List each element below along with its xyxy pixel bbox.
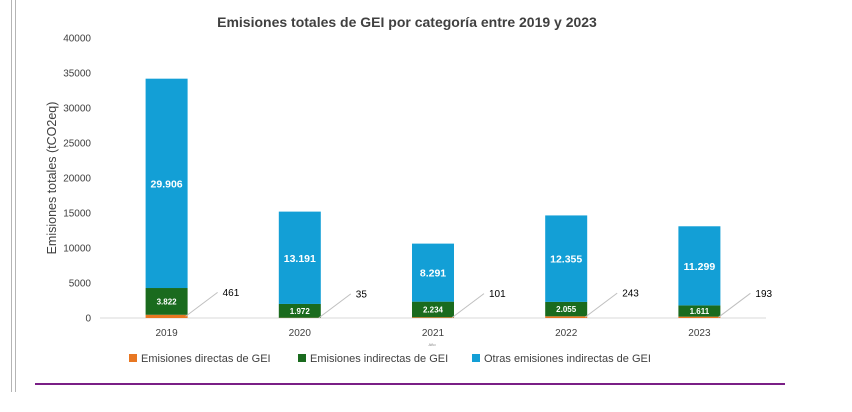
legend-swatch xyxy=(298,354,306,362)
callout-label: 461 xyxy=(223,288,240,299)
legend-label: Emisiones indirectas de GEI xyxy=(310,353,448,365)
legend-item-indirect: Emisiones indirectas de GEI xyxy=(298,353,448,365)
x-tick-label: 2023 xyxy=(688,328,711,339)
x-tick-label: 2021 xyxy=(422,328,445,339)
x-tick-label: 2020 xyxy=(289,328,312,339)
bar-data-label: 1.611 xyxy=(690,307,710,316)
bar-data-label: 12.355 xyxy=(550,254,582,266)
y-tick-label: 10000 xyxy=(63,244,91,255)
bar-labels-group: 3.822 29.906 1.972 13.191 2.234 8.291 2.055 12.… xyxy=(151,178,716,316)
bar-data-label: 29.906 xyxy=(151,178,183,190)
bar-segment-other xyxy=(278,211,321,304)
y-tick-label: 15000 xyxy=(63,209,91,220)
callouts-group: 461 35 101 243 193 xyxy=(185,288,773,319)
bar-data-label: 3.822 xyxy=(157,297,178,306)
bar-data-label: 13.191 xyxy=(284,253,316,265)
legend-item-direct: Emisiones directas de GEI xyxy=(129,353,271,365)
bottom-divider xyxy=(35,383,785,385)
bar-segment-other xyxy=(412,243,454,302)
callout-leader-line xyxy=(185,291,218,317)
page-left-rule xyxy=(11,0,16,392)
bar-data-label: 1.972 xyxy=(290,307,311,316)
callout-label: 35 xyxy=(356,289,368,300)
callout-leader-line xyxy=(584,292,618,318)
x-axis-ticks: 2019 2020 2021 2022 2023 xyxy=(155,328,710,339)
bars-group xyxy=(145,78,721,318)
chart-title: Emisiones totales de GEI por categoría e… xyxy=(217,14,597,30)
legend-swatch xyxy=(129,354,137,362)
y-axis-ticks: 0 5000 10000 15000 20000 25000 30000 35000 40000 xyxy=(63,34,91,325)
y-tick-label: 25000 xyxy=(63,139,91,150)
bar-segment-direct xyxy=(145,314,188,318)
x-tick-label: 2019 xyxy=(155,328,178,339)
y-tick-label: 35000 xyxy=(63,69,91,80)
y-tick-label: 0 xyxy=(85,314,91,325)
y-tick-label: 20000 xyxy=(63,174,91,185)
y-axis-label: Emisiones totales (tCO2eq) xyxy=(45,102,59,255)
y-tick-label: 5000 xyxy=(69,279,92,290)
callout-label: 243 xyxy=(622,289,639,300)
bar-segment-direct xyxy=(678,316,721,318)
x-tick-label: 2022 xyxy=(555,328,578,339)
legend-item-other: Otras emisiones indirectas de GEI xyxy=(472,353,651,365)
callout-leader-line xyxy=(718,292,751,318)
callout-label: 101 xyxy=(489,289,506,300)
legend-label: Emisiones directas de GEI xyxy=(141,353,271,365)
bar-segment-other xyxy=(145,78,188,289)
legend-label: Otras emisiones indirectas de GEI xyxy=(484,353,651,365)
bar-data-label: 11.299 xyxy=(684,261,716,273)
bar-segment-indirect xyxy=(678,305,721,317)
y-tick-label: 30000 xyxy=(63,104,91,115)
bar-segment-direct xyxy=(545,316,588,318)
legend: Emisiones directas de GEI Emisiones indir… xyxy=(129,353,651,365)
bar-segment-direct xyxy=(412,317,454,318)
bar-segment-indirect xyxy=(145,288,188,315)
callout-leader-line xyxy=(318,293,352,319)
bar-segment-other xyxy=(678,226,721,306)
legend-swatch xyxy=(472,354,480,362)
bar-segment-other xyxy=(545,215,588,302)
bar-segment-indirect xyxy=(278,303,321,318)
bar-data-label: 2.234 xyxy=(423,305,444,314)
bar-data-label: 8.291 xyxy=(420,268,446,280)
bar-data-label: 2.055 xyxy=(556,305,577,314)
bar-segment-indirect xyxy=(545,301,588,317)
callout-label: 193 xyxy=(755,289,772,300)
y-tick-label: 40000 xyxy=(63,34,91,45)
callout-leader-line xyxy=(451,293,485,319)
x-axis-label: Año xyxy=(428,342,436,347)
bar-segment-indirect xyxy=(412,301,454,318)
